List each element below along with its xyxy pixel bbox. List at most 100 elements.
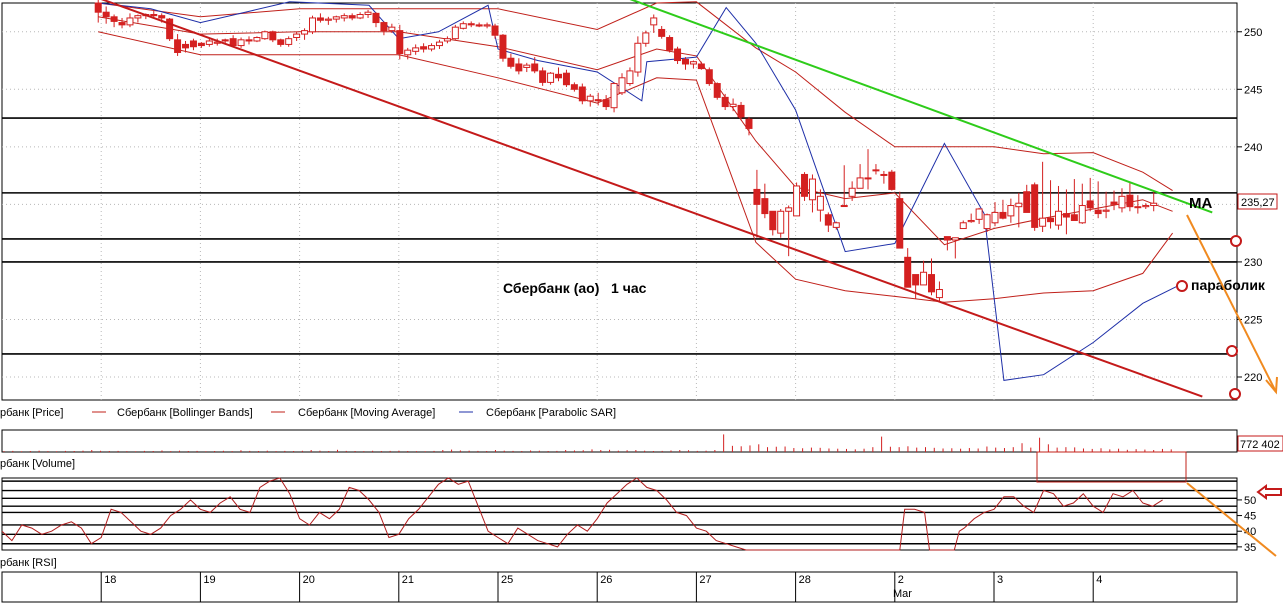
candle-body	[975, 208, 983, 220]
legend-rsi: рбанк [RSI]	[0, 557, 57, 569]
candle-body	[586, 95, 594, 102]
candle-body	[253, 37, 261, 42]
time-tick-label: 19	[203, 574, 215, 586]
price-tick-label: 240	[1244, 142, 1262, 154]
candle-body	[777, 210, 785, 234]
candle-body	[618, 77, 626, 94]
legend-parabolic: Сбербанк [Parabolic SAR]	[486, 407, 616, 419]
candle-body	[1039, 217, 1047, 227]
candle-body	[491, 25, 499, 36]
price-tick-label: 220	[1244, 372, 1262, 384]
time-tick-label: 2	[898, 574, 904, 586]
candle-body	[761, 198, 769, 215]
candle-body	[348, 15, 356, 19]
candle-body	[110, 16, 118, 22]
candlesticks	[94, 0, 1158, 302]
candle-body	[515, 63, 523, 72]
candle-body	[872, 169, 880, 172]
candle-body	[626, 70, 634, 85]
candle-body	[1086, 200, 1094, 209]
time-tick-label: 18	[104, 574, 116, 586]
candle-body	[1094, 209, 1102, 215]
chart-title: Сбербанк (ао) 1 час	[503, 280, 647, 296]
candle-body	[539, 70, 547, 83]
candle-body	[483, 24, 491, 27]
candle-body	[1070, 214, 1078, 221]
candle-body	[237, 39, 245, 47]
candle-body	[674, 48, 682, 62]
price-tick-label: 225	[1244, 314, 1262, 326]
candle-body	[499, 34, 507, 59]
candle-body	[642, 32, 650, 44]
orange-arrowhead-price	[1265, 376, 1278, 395]
rsi-series	[1, 477, 1163, 551]
parabolic-sar	[98, 1, 1178, 381]
candle-body	[808, 178, 816, 201]
time-axis-frame	[1, 571, 1238, 603]
candle-body	[650, 17, 658, 26]
candle-body	[467, 23, 475, 26]
candle-body	[991, 211, 999, 224]
ma-annotation: MA	[1189, 195, 1212, 212]
candle-body	[547, 72, 555, 83]
candle-body	[1031, 184, 1039, 228]
candle-body	[912, 274, 920, 286]
candle-body	[293, 33, 301, 39]
candle-body	[602, 99, 610, 108]
candle-body	[308, 17, 316, 33]
candle-body	[174, 39, 182, 53]
candle-body	[713, 83, 721, 98]
candle-body	[94, 2, 102, 13]
candle-body	[681, 58, 689, 65]
trend-lines	[100, 0, 1213, 398]
candle-body	[269, 31, 277, 41]
candle-body	[943, 236, 951, 241]
candle-body	[1007, 205, 1015, 217]
candle-body	[737, 104, 745, 118]
time-tick-label: 21	[402, 574, 414, 586]
price-panel-frame	[1, 2, 1238, 401]
orange-arrow-price	[1186, 214, 1277, 393]
candle-body	[951, 237, 959, 241]
candle-body	[428, 45, 436, 50]
annotations: MA параболик	[1176, 195, 1282, 557]
rsi-levels	[2, 480, 1237, 545]
candle-body	[1142, 205, 1150, 208]
candle-body	[848, 187, 856, 197]
candle-body	[166, 18, 174, 40]
candle-body	[880, 173, 888, 176]
parabolic-annotation: параболик	[1191, 277, 1266, 293]
orange-arrow-rsi	[1186, 482, 1277, 557]
candle-body	[261, 31, 269, 40]
legend-price: рбанк [Price]	[0, 407, 63, 419]
candle-body	[1126, 194, 1134, 208]
legend-bollinger: Сбербанк [Bollinger Bands]	[117, 407, 253, 419]
volume-value-box: 772 402	[1237, 435, 1283, 452]
circle-marker	[1230, 235, 1242, 247]
rsi-tick-label: 50	[1244, 495, 1256, 507]
candle-body	[150, 14, 158, 17]
candle-body	[189, 40, 197, 48]
candle-body	[721, 96, 729, 108]
candle-body	[856, 177, 864, 189]
candle-body	[816, 195, 824, 211]
candle-body	[1110, 201, 1118, 205]
candle-body	[824, 214, 832, 226]
rsi-panel-frame	[1, 477, 1238, 551]
candle-body	[475, 24, 483, 27]
candle-body	[118, 22, 126, 26]
horizontal-levels	[2, 117, 1237, 355]
candle-body	[999, 211, 1007, 219]
candle-body	[229, 38, 237, 47]
candle-body	[459, 23, 467, 29]
candle-body	[793, 185, 801, 217]
time-tick-label: 4	[1096, 574, 1102, 586]
candle-body	[689, 61, 697, 65]
time-tick-label: 3	[997, 574, 1003, 586]
candle-body	[983, 214, 991, 230]
legend-ma: Сбербанк [Moving Average]	[298, 407, 435, 419]
candle-body	[134, 15, 142, 19]
candle-body	[634, 42, 642, 73]
candle-body	[277, 39, 285, 45]
